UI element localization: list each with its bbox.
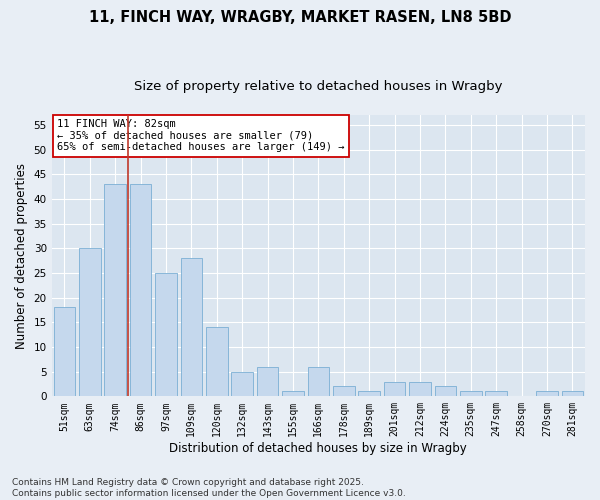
Bar — [155, 273, 177, 396]
Y-axis label: Number of detached properties: Number of detached properties — [15, 162, 28, 348]
Bar — [53, 308, 75, 396]
Bar — [562, 392, 583, 396]
Bar — [206, 327, 227, 396]
Text: 11, FINCH WAY, WRAGBY, MARKET RASEN, LN8 5BD: 11, FINCH WAY, WRAGBY, MARKET RASEN, LN8… — [89, 10, 511, 25]
Bar — [282, 392, 304, 396]
Bar — [434, 386, 456, 396]
Bar — [536, 392, 557, 396]
X-axis label: Distribution of detached houses by size in Wragby: Distribution of detached houses by size … — [169, 442, 467, 455]
Bar — [409, 382, 431, 396]
Text: Contains HM Land Registry data © Crown copyright and database right 2025.
Contai: Contains HM Land Registry data © Crown c… — [12, 478, 406, 498]
Bar — [130, 184, 151, 396]
Bar — [358, 392, 380, 396]
Bar — [384, 382, 406, 396]
Title: Size of property relative to detached houses in Wragby: Size of property relative to detached ho… — [134, 80, 503, 93]
Bar — [181, 258, 202, 396]
Bar — [79, 248, 101, 396]
Bar — [104, 184, 126, 396]
Bar — [485, 392, 507, 396]
Bar — [232, 372, 253, 396]
Bar — [460, 392, 482, 396]
Bar — [333, 386, 355, 396]
Bar — [257, 366, 278, 396]
Bar — [308, 366, 329, 396]
Text: 11 FINCH WAY: 82sqm
← 35% of detached houses are smaller (79)
65% of semi-detach: 11 FINCH WAY: 82sqm ← 35% of detached ho… — [57, 119, 344, 152]
